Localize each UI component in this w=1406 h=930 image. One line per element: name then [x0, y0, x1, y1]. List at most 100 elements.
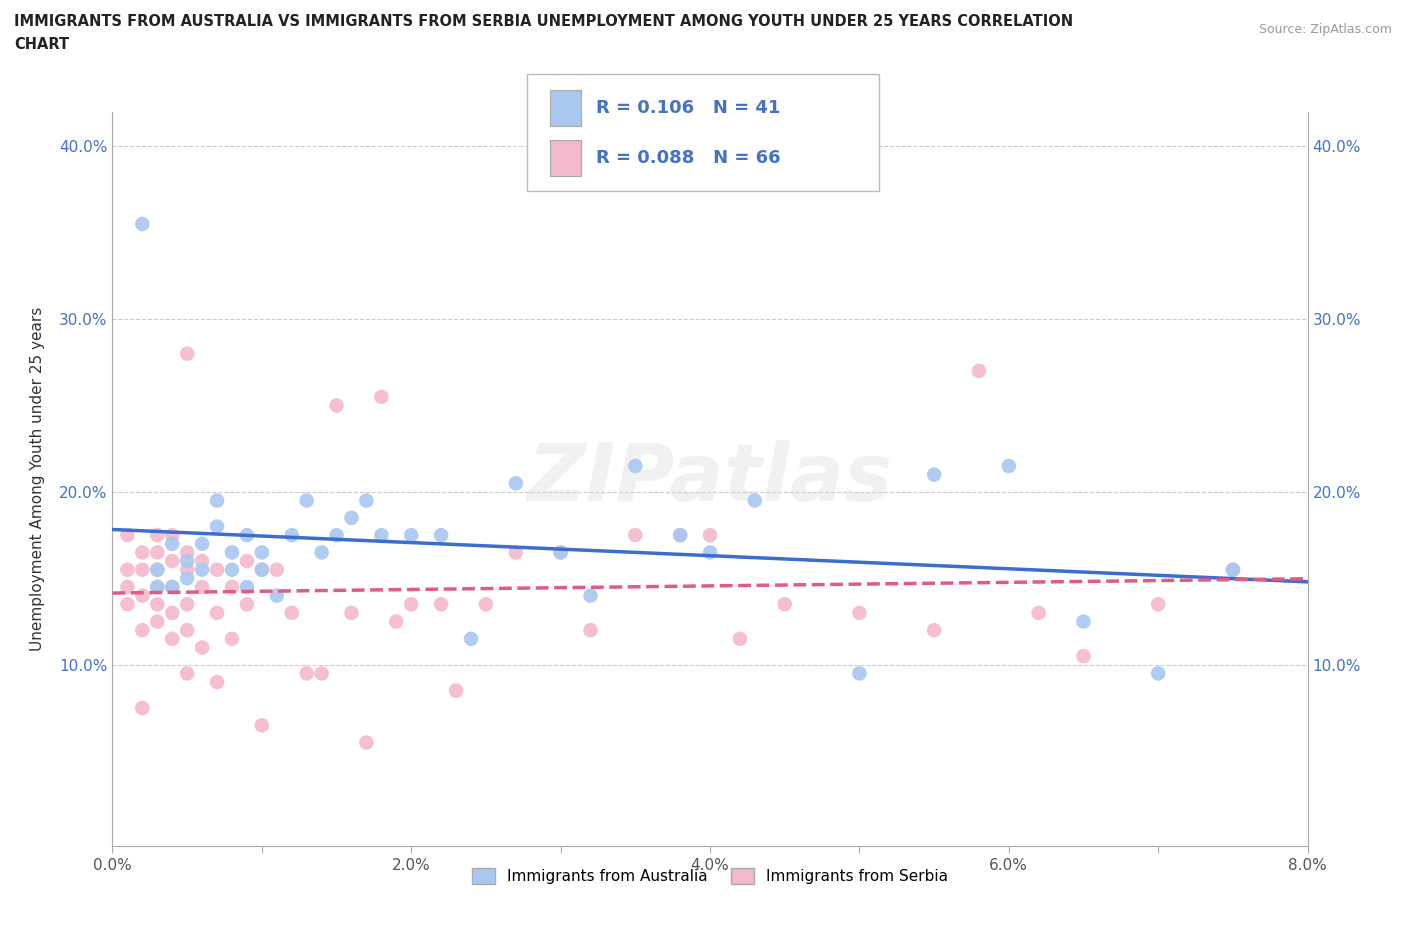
- Point: [131, 588, 153, 603]
- Point: [1028, 605, 1050, 620]
- Point: [1073, 614, 1095, 629]
- Point: [325, 527, 347, 542]
- Point: [311, 545, 333, 560]
- Text: Source: ZipAtlas.com: Source: ZipAtlas.com: [1258, 23, 1392, 36]
- Point: [146, 579, 169, 594]
- Point: [505, 476, 527, 491]
- Point: [624, 527, 647, 542]
- Point: [1222, 563, 1244, 578]
- Point: [281, 527, 304, 542]
- Point: [205, 674, 228, 689]
- Point: [295, 666, 318, 681]
- Text: IMMIGRANTS FROM AUSTRALIA VS IMMIGRANTS FROM SERBIA UNEMPLOYMENT AMONG YOUTH UND: IMMIGRANTS FROM AUSTRALIA VS IMMIGRANTS …: [14, 14, 1073, 29]
- Point: [266, 563, 288, 578]
- Point: [728, 631, 751, 646]
- Point: [967, 364, 990, 379]
- Point: [281, 605, 304, 620]
- Point: [146, 545, 169, 560]
- Point: [146, 579, 169, 594]
- Point: [669, 527, 692, 542]
- Point: [191, 640, 214, 655]
- Point: [340, 511, 363, 525]
- Point: [176, 666, 198, 681]
- Point: [162, 527, 183, 542]
- Point: [370, 527, 392, 542]
- Point: [311, 666, 333, 681]
- Point: [162, 553, 183, 568]
- Point: [117, 527, 139, 542]
- Point: [131, 563, 153, 578]
- Point: [579, 588, 602, 603]
- Point: [146, 563, 169, 578]
- Point: [550, 545, 572, 560]
- Point: [191, 553, 214, 568]
- Point: [162, 631, 183, 646]
- Point: [1147, 666, 1170, 681]
- Point: [1222, 563, 1244, 578]
- Point: [131, 700, 153, 715]
- Point: [848, 605, 870, 620]
- Point: [221, 545, 243, 560]
- Point: [176, 623, 198, 638]
- Point: [236, 597, 259, 612]
- Point: [176, 346, 198, 361]
- Point: [266, 588, 288, 603]
- Text: R = 0.088   N = 66: R = 0.088 N = 66: [596, 149, 780, 167]
- Point: [848, 666, 870, 681]
- Point: [176, 553, 198, 568]
- Point: [176, 597, 198, 612]
- Point: [117, 597, 139, 612]
- Point: [205, 493, 228, 508]
- Legend: Immigrants from Australia, Immigrants from Serbia: Immigrants from Australia, Immigrants fr…: [465, 862, 955, 890]
- Point: [131, 545, 153, 560]
- Point: [624, 458, 647, 473]
- Point: [579, 623, 602, 638]
- Point: [430, 597, 453, 612]
- Point: [146, 614, 169, 629]
- Point: [221, 563, 243, 578]
- Point: [146, 597, 169, 612]
- Point: [236, 527, 259, 542]
- Point: [1073, 649, 1095, 664]
- Point: [922, 467, 945, 482]
- Point: [162, 605, 183, 620]
- Point: [340, 605, 363, 620]
- Point: [356, 493, 378, 508]
- Point: [370, 390, 392, 405]
- Point: [699, 527, 721, 542]
- Point: [162, 579, 183, 594]
- Point: [146, 527, 169, 542]
- Point: [773, 597, 796, 612]
- Point: [191, 537, 214, 551]
- Point: [131, 623, 153, 638]
- Point: [176, 545, 198, 560]
- Point: [176, 563, 198, 578]
- Point: [250, 563, 273, 578]
- Point: [205, 519, 228, 534]
- Point: [221, 631, 243, 646]
- Point: [250, 718, 273, 733]
- Point: [250, 545, 273, 560]
- Point: [162, 537, 183, 551]
- Point: [669, 527, 692, 542]
- Point: [744, 493, 766, 508]
- Point: [475, 597, 498, 612]
- Point: [401, 597, 423, 612]
- Point: [236, 553, 259, 568]
- Point: [117, 563, 139, 578]
- Point: [385, 614, 408, 629]
- Point: [356, 735, 378, 750]
- Point: [998, 458, 1021, 473]
- Point: [444, 684, 467, 698]
- Point: [1147, 597, 1170, 612]
- Point: [460, 631, 482, 646]
- Point: [550, 545, 572, 560]
- Point: [505, 545, 527, 560]
- Text: ZIPatlas: ZIPatlas: [527, 440, 893, 518]
- Point: [699, 545, 721, 560]
- Point: [922, 623, 945, 638]
- Y-axis label: Unemployment Among Youth under 25 years: Unemployment Among Youth under 25 years: [31, 307, 45, 651]
- Point: [191, 579, 214, 594]
- Point: [131, 217, 153, 232]
- Point: [295, 493, 318, 508]
